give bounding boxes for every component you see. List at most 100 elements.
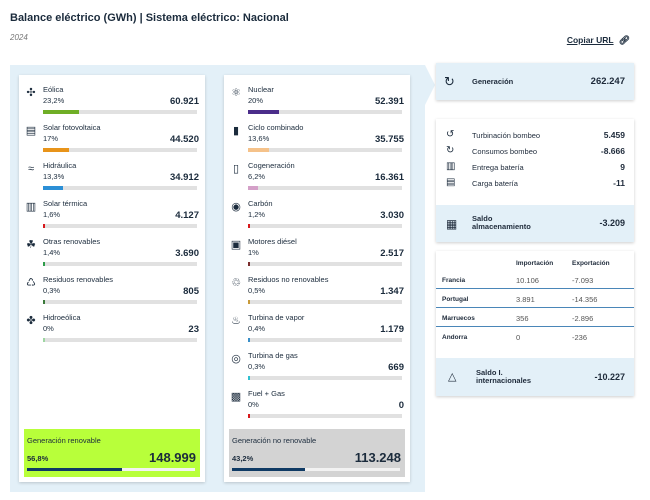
source-bar — [43, 338, 197, 342]
renewable-total: Generación renovable 56,8% 148.999 — [24, 429, 200, 477]
source-bar-fill — [248, 148, 269, 152]
source-bar — [248, 414, 402, 418]
wind-icon: ✣ — [26, 87, 36, 99]
source-value: 1.347 — [380, 286, 404, 297]
generation-value: 262.247 — [590, 76, 625, 87]
source-name: Hidráulica — [43, 161, 77, 170]
total-bar-fill — [27, 468, 122, 471]
source-bar — [43, 224, 197, 228]
source-name: Otras renovables — [43, 237, 101, 246]
source-percent: 1,6% — [43, 210, 61, 219]
source-name: Motores diésel — [248, 237, 297, 246]
pump-turbine-icon: ↺ — [446, 129, 455, 140]
total-percent: 56,8% — [27, 454, 49, 463]
steam-turbine-icon: ♨ — [231, 315, 241, 327]
other-renewables-icon: ☘ — [26, 239, 36, 251]
international-balance-value: -10.227 — [594, 372, 625, 382]
source-bar-fill — [248, 186, 258, 190]
renewable-item: ♺ Residuos renovables 0,3% 805 — [19, 275, 205, 311]
source-percent: 13,3% — [43, 172, 65, 181]
source-percent: 0% — [43, 324, 54, 333]
source-value: 1.179 — [380, 324, 404, 335]
source-bar — [43, 262, 197, 266]
source-bar — [43, 186, 197, 190]
import-value: 356 — [516, 314, 529, 323]
source-percent: 0,5% — [248, 286, 266, 295]
export-header: Exportación — [572, 260, 610, 267]
source-value: 23 — [188, 324, 199, 335]
storage-balance-label: Saldo almacenamiento — [472, 214, 531, 231]
battery-charge-icon: ▤ — [446, 177, 456, 188]
nonrenewable-item: ▮ Ciclo combinado 13,6% 35.755 — [224, 123, 410, 159]
source-bar — [43, 148, 197, 152]
source-name: Eólica — [43, 85, 64, 94]
source-bar — [248, 376, 402, 380]
source-percent: 1,2% — [248, 210, 266, 219]
source-value: 60.921 — [169, 96, 199, 107]
source-bar-fill — [248, 262, 250, 266]
international-icon: △ — [448, 371, 457, 383]
nonrenewable-waste-icon: ♲ — [231, 277, 241, 289]
source-percent: 1,4% — [43, 248, 61, 257]
diesel-engine-icon: ▣ — [230, 239, 242, 251]
storage-row: ▤ Carga batería -11 — [436, 177, 634, 191]
international-balance-label: Saldo I. internacionales — [476, 368, 532, 385]
import-value: 3.891 — [516, 295, 535, 304]
nonrenewable-item: ◉ Carbón 1,2% 3.030 — [224, 199, 410, 235]
renewable-waste-icon: ♺ — [26, 277, 36, 289]
source-value: 3.030 — [380, 210, 404, 221]
generation-summary: ↻ Generación 262.247 — [436, 63, 634, 100]
fuel-gas-icon: ▩ — [230, 391, 242, 403]
export-value: -14.356 — [572, 295, 598, 304]
source-name: Carbón — [248, 199, 273, 208]
source-bar — [43, 110, 197, 114]
storage-label: Turbinación bombeo — [472, 131, 541, 140]
import-value: 10.106 — [516, 276, 539, 285]
source-percent: 17% — [43, 134, 59, 143]
solar-pv-icon: ▤ — [25, 125, 37, 137]
renewable-item: ▥ Solar térmica 1,6% 4.127 — [19, 199, 205, 235]
source-value: 0 — [398, 400, 404, 411]
source-bar-fill — [248, 338, 250, 342]
gas-turbine-icon: ◎ — [231, 353, 241, 365]
storage-label: Carga batería — [472, 179, 518, 188]
source-bar-fill — [43, 338, 45, 342]
nonrenewable-item: ◎ Turbina de gas 0,3% 669 — [224, 351, 410, 387]
source-bar-fill — [43, 300, 45, 304]
export-value: -2.896 — [572, 314, 594, 323]
renewable-item: ✤ Hidroeólica 0% 23 — [19, 313, 205, 349]
source-percent: 0% — [248, 400, 259, 409]
generation-icon: ↻ — [444, 74, 455, 89]
nonrenewable-column: ⚛ Nuclear 20% 52.391 ▮ Ciclo combinado 13,6% 35… — [224, 75, 410, 482]
source-value: 2.517 — [380, 248, 404, 259]
storage-panel: ▦ Saldo almacenamiento -3.209 ↺ Turbinaci… — [436, 119, 634, 242]
source-value: 44.520 — [169, 134, 199, 145]
import-header: Importación — [516, 260, 554, 267]
storage-balance: ▦ Saldo almacenamiento -3.209 — [436, 205, 634, 242]
storage-icon: ▦ — [446, 217, 458, 231]
total-label: Generación renovable — [27, 436, 101, 445]
source-bar-fill — [43, 148, 69, 152]
international-balance: △ Saldo I. internacionales -10.227 — [436, 358, 634, 396]
total-bar — [232, 468, 400, 471]
page-title: Balance eléctrico (GWh) | Sistema eléctr… — [10, 12, 289, 24]
nonrenewable-item: ♲ Residuos no renovables 0,5% 1.347 — [224, 275, 410, 311]
generation-label: Generación — [472, 77, 514, 86]
source-percent: 13,6% — [248, 134, 270, 143]
import-value: 0 — [516, 333, 521, 342]
battery-delivery-icon: ▥ — [446, 161, 456, 172]
renewable-item: ☘ Otras renovables 1,4% 3.690 — [19, 237, 205, 273]
total-label: Generación no renovable — [232, 436, 317, 445]
total-bar — [27, 468, 195, 471]
source-bar-fill — [248, 376, 250, 380]
source-percent: 20% — [248, 96, 264, 105]
nonrenewable-item: ⚛ Nuclear 20% 52.391 — [224, 85, 410, 121]
source-bar-fill — [43, 262, 45, 266]
renewable-item: ≈ Hidráulica 13,3% 34.912 — [19, 161, 205, 197]
copy-url-link[interactable]: Copiar URL 🔗︎ — [567, 35, 630, 46]
storage-value: -11 — [613, 178, 625, 188]
source-bar-fill — [248, 224, 250, 228]
storage-label: Consumos bombeo — [472, 147, 538, 156]
storage-value: 5.459 — [603, 130, 625, 140]
source-value: 34.912 — [169, 172, 199, 183]
